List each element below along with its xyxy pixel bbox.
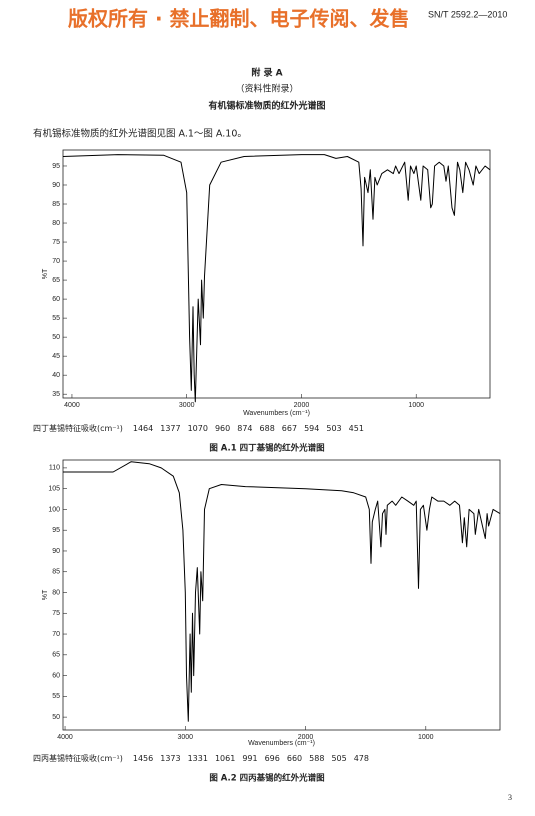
characteristic-value: 660 [287, 754, 302, 763]
y-tick-label: 75 [52, 239, 60, 246]
y-tick-label: 60 [52, 296, 60, 303]
figure-caption: 图 A.2 四丙基锡的红外光谱图 [209, 773, 324, 784]
characteristic-value: 688 [260, 424, 275, 433]
y-axis-label: %T [42, 589, 49, 600]
y-tick-label: 85 [52, 569, 60, 576]
y-tick-label: 105 [48, 486, 60, 493]
characteristic-value: 1456 [133, 754, 153, 763]
y-tick-label: 95 [52, 163, 60, 170]
x-tick-label: 4000 [64, 402, 80, 409]
plot-frame [62, 459, 501, 731]
characteristic-value: 1061 [215, 754, 235, 763]
characteristic-value: 960 [215, 424, 230, 433]
y-tick-label: 90 [52, 182, 60, 189]
y-tick-label: 80 [52, 589, 60, 596]
characteristic-value: 991 [242, 754, 257, 763]
y-tick-label: 35 [52, 391, 60, 398]
y-axis-label: %T [42, 268, 49, 279]
spectrum-line [62, 154, 491, 403]
characteristic-value: 451 [349, 424, 364, 433]
characteristic-absorption: 四丁基锡特征吸收(cm⁻¹) 1464 1377 1070 960 874 688 667 59… [33, 423, 364, 433]
characteristic-label: 四丁基锡特征吸收(cm⁻¹) [33, 423, 123, 433]
characteristic-value: 594 [304, 424, 319, 433]
intro-text: 有机锡标准物质的红外光谱图见图 A.1～图 A.10。 [33, 128, 247, 140]
y-tick-label: 95 [52, 527, 60, 534]
y-tick-label: 65 [52, 652, 60, 659]
x-axis-label: Wavenumbers (cm⁻¹) [248, 740, 315, 747]
y-tick-label: 80 [52, 220, 60, 227]
x-tick-label: 2000 [298, 734, 314, 741]
page-number: 3 [508, 793, 512, 802]
x-tick-label: 1000 [418, 734, 434, 741]
y-tick-label: 60 [52, 672, 60, 679]
characteristic-value: 1373 [160, 754, 180, 763]
characteristic-value: 505 [331, 754, 346, 763]
characteristic-value: 696 [265, 754, 280, 763]
y-tick-label: 45 [52, 353, 60, 360]
characteristic-value: 503 [326, 424, 341, 433]
x-tick-label: 3000 [178, 734, 194, 741]
x-tick-label: 2000 [294, 402, 310, 409]
characteristic-value: 1377 [160, 424, 180, 433]
x-tick-label: 3000 [179, 402, 195, 409]
y-tick-label: 65 [52, 277, 60, 284]
x-tick-label: 4000 [57, 734, 73, 741]
x-axis-label: Wavenumbers (cm⁻¹) [243, 410, 310, 417]
x-tick-label: 1000 [408, 402, 424, 409]
characteristic-value: 874 [237, 424, 252, 433]
y-tick-label: 85 [52, 201, 60, 208]
characteristic-value: 667 [282, 424, 297, 433]
y-tick-label: 90 [52, 548, 60, 555]
y-tick-label: 110 [49, 465, 60, 472]
appendix-heading: 有机锡标准物质的红外光谱图 [208, 100, 325, 112]
standard-number: SN/T 2592.2—2010 [428, 9, 507, 19]
characteristic-label: 四丙基锡特征吸收(cm⁻¹) [33, 753, 123, 763]
characteristic-value: 1464 [133, 424, 153, 433]
y-tick-label: 55 [52, 315, 60, 322]
characteristic-value: 1070 [188, 424, 208, 433]
plot-frame [62, 149, 491, 399]
appendix-title: 附 录 A [251, 67, 282, 79]
characteristic-absorption: 四丙基锡特征吸收(cm⁻¹) 1456 1373 1331 1061 991 696 660 5… [33, 753, 369, 763]
characteristic-value: 588 [309, 754, 324, 763]
characteristic-value: 478 [354, 754, 369, 763]
characteristic-value: 1331 [188, 754, 208, 763]
y-tick-label: 55 [52, 693, 60, 700]
y-tick-label: 70 [52, 631, 60, 638]
figure-caption: 图 A.1 四丁基锡的红外光谱图 [209, 443, 324, 454]
appendix-note: （资料性附录） [235, 83, 298, 95]
spectrum-line [63, 461, 501, 722]
y-tick-label: 50 [52, 714, 60, 721]
y-tick-label: 75 [52, 610, 60, 617]
y-tick-label: 40 [52, 372, 60, 379]
y-tick-label: 50 [52, 334, 60, 341]
watermark: 版权所有 · 禁止翻制、电子传阅、发售 [68, 7, 410, 31]
y-tick-label: 70 [52, 258, 60, 265]
y-tick-label: 100 [48, 506, 60, 513]
